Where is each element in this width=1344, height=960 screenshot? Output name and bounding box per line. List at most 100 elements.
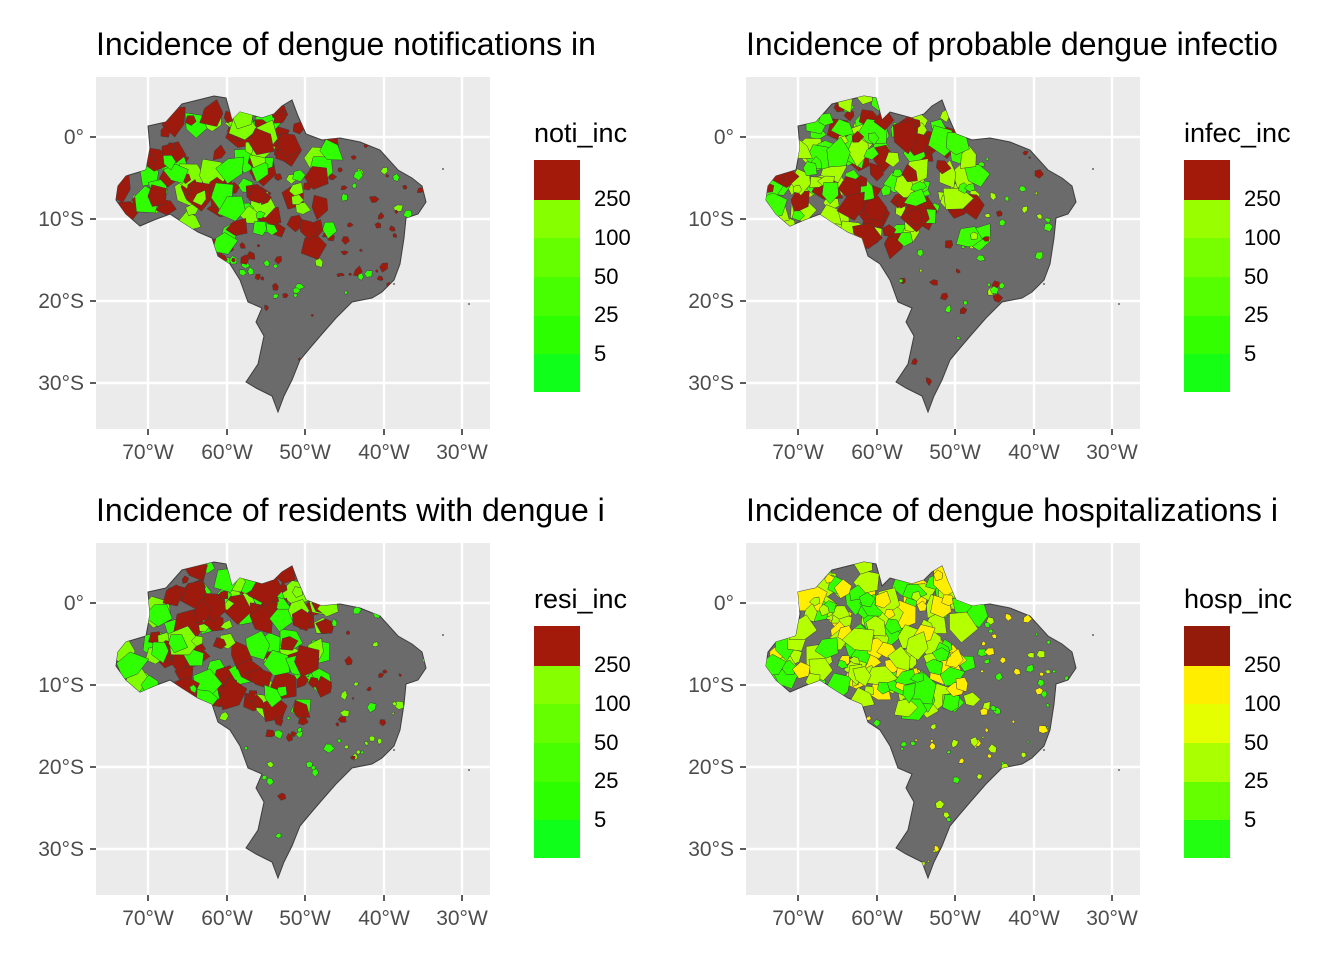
municipality — [858, 592, 876, 608]
municipality — [331, 617, 338, 627]
legend: noti_inc 250 100 50 25 5 — [534, 118, 631, 392]
municipality — [830, 118, 854, 137]
municipality — [833, 578, 852, 599]
municipality — [162, 584, 183, 607]
municipality — [192, 189, 207, 206]
municipality — [292, 292, 298, 298]
x-tick-label: 60°W — [201, 907, 253, 930]
x-tick-label: 30°W — [1086, 441, 1138, 464]
municipality — [274, 715, 284, 727]
legend-label: 5 — [594, 341, 606, 366]
municipality — [987, 743, 997, 754]
municipality — [929, 723, 937, 731]
legend-label: 100 — [1244, 225, 1281, 250]
municipality — [310, 314, 314, 317]
y-tick-label: 20°S — [688, 756, 734, 779]
municipality — [212, 144, 227, 161]
municipality — [977, 161, 985, 168]
municipality — [826, 136, 851, 168]
municipality — [264, 684, 283, 708]
municipality — [298, 716, 309, 726]
municipality — [875, 590, 892, 609]
municipality — [356, 749, 361, 755]
legend-swatch — [1184, 704, 1230, 743]
municipality — [212, 637, 227, 650]
municipality — [985, 157, 989, 161]
x-tick-label: 60°W — [201, 441, 253, 464]
municipality — [836, 191, 865, 221]
municipality — [261, 774, 268, 781]
legend-label: 250 — [1244, 652, 1281, 677]
municipality — [955, 226, 983, 248]
municipality — [248, 187, 269, 204]
municipality — [300, 234, 327, 260]
municipality — [363, 740, 369, 747]
municipality — [291, 194, 305, 205]
municipality — [379, 262, 388, 273]
municipality — [781, 171, 789, 181]
municipality — [215, 156, 245, 185]
legend-swatch — [534, 704, 580, 743]
municipality — [343, 744, 349, 750]
municipality — [218, 711, 229, 722]
x-tick-label: 60°W — [851, 907, 903, 930]
municipality — [391, 711, 395, 716]
municipality — [257, 244, 261, 248]
municipality — [791, 210, 805, 221]
municipality — [340, 689, 348, 701]
municipality — [1004, 195, 1010, 202]
municipality — [271, 282, 277, 288]
island — [468, 769, 470, 771]
x-tick-label: 50°W — [929, 441, 981, 464]
municipality — [935, 799, 945, 809]
municipality — [198, 623, 210, 633]
legend-swatch — [534, 316, 580, 354]
legend-label: 250 — [594, 186, 631, 211]
panel-title: Incidence of probable dengue infectio — [746, 26, 1278, 62]
municipality — [274, 832, 282, 839]
municipality — [880, 184, 892, 197]
municipality — [294, 645, 320, 678]
municipality — [274, 173, 283, 181]
municipality — [366, 686, 372, 692]
municipality — [902, 682, 916, 704]
municipality — [877, 681, 891, 695]
legend: hosp_inc 250 100 50 25 5 — [1184, 584, 1292, 858]
municipality — [328, 173, 338, 181]
municipality — [337, 716, 347, 723]
municipality — [946, 816, 952, 822]
municipality — [980, 669, 984, 673]
municipality — [240, 254, 250, 265]
legend: resi_inc 250 100 50 25 5 — [534, 584, 631, 858]
municipality — [296, 727, 303, 733]
legend-title: hosp_inc — [1184, 584, 1292, 614]
municipality — [385, 174, 390, 178]
municipality — [946, 749, 951, 754]
municipality — [968, 245, 974, 250]
municipality — [963, 692, 981, 707]
legend-label: 100 — [594, 225, 631, 250]
legend-label: 25 — [1244, 768, 1268, 793]
legend-label: 250 — [1244, 186, 1281, 211]
municipality — [919, 269, 923, 273]
municipality — [1044, 669, 1051, 674]
municipality — [914, 738, 918, 742]
y-tick-label: 10°S — [38, 208, 84, 231]
municipality — [369, 196, 380, 203]
panel-title: Incidence of residents with dengue i — [96, 492, 605, 528]
municipality — [339, 709, 350, 717]
municipality — [893, 698, 919, 718]
municipality — [350, 755, 356, 760]
municipality — [979, 707, 989, 716]
municipality — [931, 647, 950, 662]
municipality — [1043, 222, 1054, 233]
legend-swatch — [534, 782, 580, 820]
municipality — [382, 669, 388, 674]
municipality — [167, 142, 176, 151]
municipality — [1045, 703, 1050, 708]
municipality — [869, 162, 885, 182]
municipality — [905, 631, 929, 661]
municipality — [160, 125, 171, 138]
y-tick-label: 0° — [714, 592, 734, 615]
municipality — [352, 696, 355, 700]
